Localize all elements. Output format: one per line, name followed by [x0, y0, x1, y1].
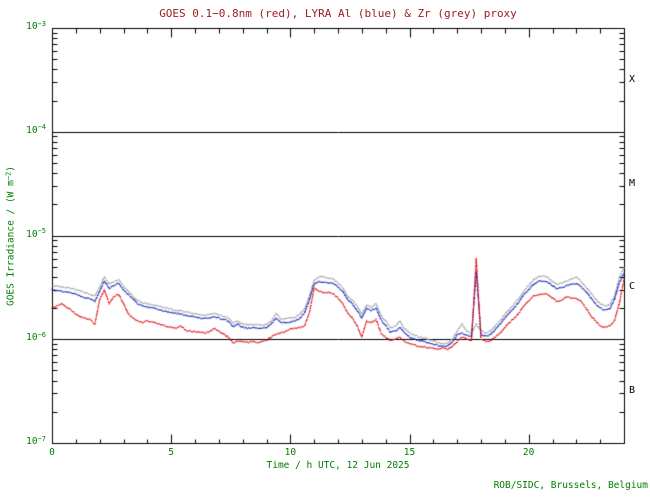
- flare-class-label: C: [629, 281, 636, 293]
- flare-class-label: M: [629, 177, 636, 189]
- x-tick-label: 5: [168, 447, 175, 458]
- y-tick-label: 10−3: [26, 19, 46, 33]
- x-tick-label: 20: [522, 447, 535, 458]
- chart-title: GOES 0.1−0.8nm (red), LYRA Al (blue) & Z…: [159, 7, 517, 20]
- y-axis-label-exponent: −2: [4, 171, 12, 181]
- x-tick-label: 0: [49, 447, 55, 458]
- flare-class-label: B: [629, 385, 636, 397]
- x-tick-label: 15: [403, 447, 416, 458]
- y-tick-label: 10−6: [26, 330, 46, 344]
- y-tick-label: 10−4: [26, 123, 46, 136]
- x-axis-label: Time / h UTC, 12 Jun 2025: [266, 460, 410, 471]
- y-axis-label-prefix: GOES Irradiance / (W m: [5, 180, 17, 307]
- y-axis-label-suffix: ): [5, 165, 17, 172]
- y-tick-label: 10−5: [26, 227, 46, 240]
- flare-class-label: X: [629, 73, 636, 85]
- x-tick-label: 10: [284, 447, 297, 458]
- y-tick-label: 10−7: [26, 434, 46, 448]
- credit-label: ROB/SIDC, Brussels, Belgium: [493, 480, 648, 491]
